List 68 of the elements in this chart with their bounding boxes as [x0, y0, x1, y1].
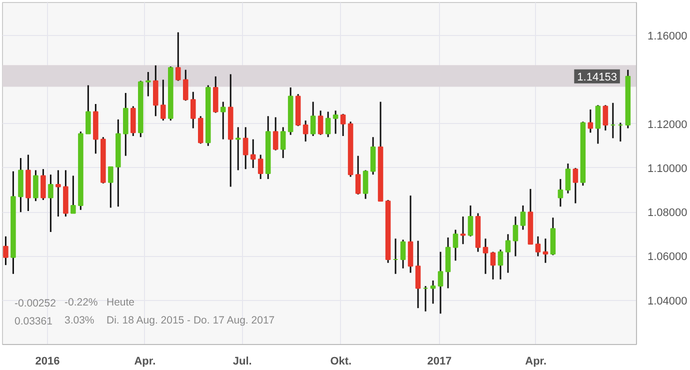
- candlestick: [438, 251, 444, 314]
- candlestick: [505, 233, 511, 274]
- candlestick: [182, 69, 188, 102]
- x-tick-label: Jul.: [232, 356, 252, 368]
- y-tick-label: 1.06000: [648, 251, 688, 264]
- annotation: 3.03%: [64, 314, 94, 326]
- candlestick: [460, 216, 466, 245]
- y-tick-label: 1.10000: [648, 162, 688, 175]
- x-tick-label: 2017: [427, 356, 452, 368]
- candlestick: [468, 204, 474, 238]
- candlestick: [40, 168, 46, 201]
- candlestick: [415, 240, 421, 309]
- candlestick: [498, 248, 504, 280]
- candlestick: [572, 167, 578, 204]
- annotation: -0.22%: [64, 296, 98, 308]
- annotation: Heute: [106, 296, 135, 308]
- candlestick: [235, 126, 241, 171]
- candlestick: [482, 238, 488, 275]
- candlestick: [318, 110, 324, 136]
- y-tick-label: 1.12000: [648, 118, 688, 131]
- candlestick: [242, 126, 248, 170]
- candlestick: [220, 101, 226, 140]
- candlestick: [542, 238, 548, 264]
- candlestick: [86, 84, 91, 135]
- candlestick: [3, 236, 8, 266]
- candlestick: [452, 229, 458, 262]
- candlestick: [272, 116, 278, 152]
- candlestick: [310, 101, 316, 137]
- candlestick: [535, 236, 541, 257]
- candlestick: [340, 113, 346, 137]
- candlestick: [33, 169, 38, 202]
- y-tick-label: 1.04000: [648, 295, 688, 308]
- candlestick: [400, 238, 406, 270]
- candlestick: [595, 104, 601, 144]
- candlestick: [602, 104, 608, 132]
- candlestick: [108, 166, 114, 208]
- x-tick-label: Okt.: [330, 356, 352, 368]
- x-tick-label: Apr.: [134, 356, 156, 368]
- candlestick: [146, 71, 151, 98]
- candlestick: [362, 169, 368, 200]
- annotation: -0.00252: [14, 298, 56, 310]
- annotation: 0.03361: [14, 316, 53, 328]
- y-tick-label: 1.08000: [648, 207, 688, 220]
- x-tick-label: 2016: [35, 356, 60, 368]
- candlestick: [325, 110, 331, 138]
- candlestick: [520, 204, 526, 231]
- candlestick: [558, 178, 564, 208]
- candlestick: [302, 120, 308, 142]
- candlestick: [355, 155, 361, 196]
- candlestick: [512, 216, 518, 257]
- x-tick-label: Apr.: [525, 356, 547, 368]
- candlestick: [332, 110, 338, 135]
- y-tick-label: 1.16000: [648, 30, 688, 43]
- candlestick: [430, 280, 436, 304]
- candlestick: [56, 169, 61, 218]
- candlestick: [490, 251, 496, 280]
- candlestick: [190, 91, 196, 130]
- candlestick: [250, 138, 256, 169]
- annotation: Di. 18 Aug. 2015 - Do. 17 Aug. 2017: [106, 314, 275, 326]
- candlestick: [280, 126, 286, 159]
- candlestick: [588, 108, 594, 134]
- candlestick: [48, 174, 54, 233]
- candlestick: [160, 78, 166, 122]
- candlestick: [175, 32, 181, 82]
- candlestick: [70, 174, 76, 214]
- candlestick: [258, 154, 264, 180]
- annotation: 1.14153: [577, 71, 617, 84]
- candlestick: [565, 162, 571, 194]
